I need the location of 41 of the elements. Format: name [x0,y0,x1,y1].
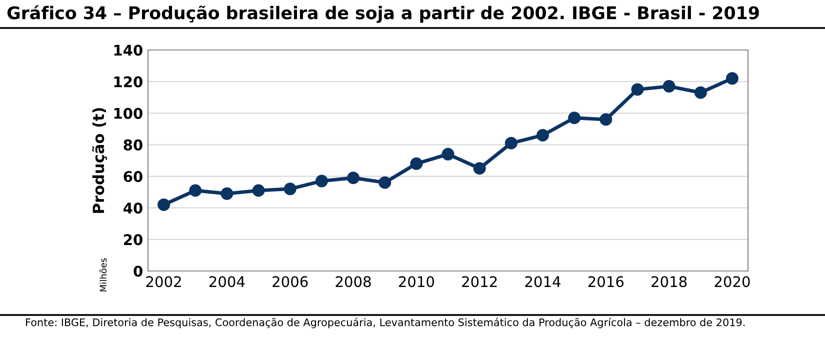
x-tick-label: 2012 [462,276,497,288]
x-tick-label: 2020 [714,276,750,288]
x-tick-label: 2008 [336,276,371,288]
point [442,148,454,160]
y-tick-label: 100 [114,108,142,119]
y-tick-label: 80 [124,139,142,150]
text: Milhões [99,258,107,292]
point [284,182,296,196]
x-tick-label: 2010 [398,276,434,288]
chart-title: Gráfico 34 – Produção brasileira de soja a partir de 2002. IBGE - Brasil - 2019 [7,5,759,23]
y-tick-label: 40 [124,202,142,214]
point [410,157,423,170]
point [189,184,202,197]
point [220,187,234,200]
point [694,86,707,99]
point [473,162,486,175]
y-tick-label: 140 [114,44,142,56]
point [568,112,581,124]
point [536,128,549,142]
y-tick-label: 120 [114,76,142,88]
y-tick-label: 20 [124,234,142,246]
point [600,113,612,126]
y-tick-label: 60 [124,171,142,182]
y-axis-title: Produção (t) [92,108,107,213]
x-tick-label: 2016 [588,276,624,288]
point [726,72,738,85]
point [504,136,518,150]
x-tick-label: 2004 [209,276,245,288]
x-tick-label: 2018 [652,276,687,288]
point [158,198,170,211]
point [378,176,392,189]
x-tick-label: 2014 [525,276,560,288]
x-tick-label: 2006 [272,276,308,288]
point [315,174,328,188]
point [631,83,644,96]
point [347,172,360,184]
x-tick-label: 2002 [146,276,181,288]
point [662,80,676,93]
source-note: Fonte: IBGE, Diretoria de Pesquisas, Coordenação de Agropecuária, Levantamento Sistemático da Produção Agrícola – dezembro de 2019. [26,318,745,328]
y-tick-label: 0 [134,266,142,277]
point [252,184,265,197]
